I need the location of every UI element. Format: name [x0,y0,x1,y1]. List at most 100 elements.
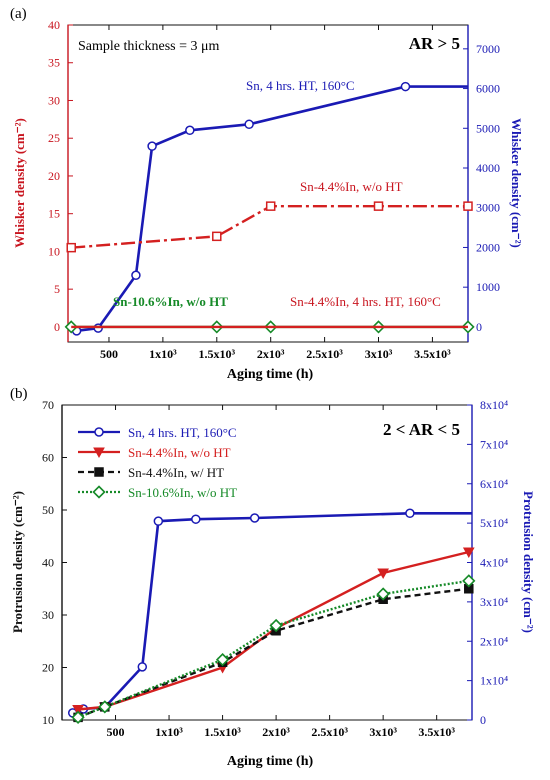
plot-frame [61,404,473,721]
legend-label: Sn-4.4%In, w/ HT [128,465,224,480]
data-point [463,201,473,211]
y-axis-label: Protrusion density (cm⁻²) [10,491,25,633]
data-point [191,514,201,524]
data-point [244,119,254,130]
data-point [405,508,415,519]
x-axis-label: Aging time (h) [227,367,314,382]
x-tick-label: 2x10³ [257,347,285,361]
legend-marker [94,427,104,437]
data-point [153,516,164,526]
data-point [462,574,476,588]
panel-label: (b) [10,386,28,402]
x-tick-label: 2.5x10³ [311,725,348,739]
y2-tick-label: 3000 [476,201,500,215]
x-axis-label: Aging time (h) [227,754,314,769]
y-axis-label: Whisker density (cm⁻²) [12,118,27,248]
data-point [98,700,112,714]
x-tick-label: 500 [100,347,118,361]
legend-marker [92,485,106,499]
annotation-sn44ht: Sn-4.4%In, 4 hrs. HT, 160°C [290,294,441,309]
x-tick-label: 1x10³ [149,347,177,361]
data-point [249,513,260,523]
y2-tick-label: 2x10⁴ [480,634,508,648]
y-tick-label: 20 [42,661,54,675]
panel-label: (a) [10,6,27,22]
legend-label: Sn-4.4%In, w/o HT [128,445,231,460]
y-tick-label: 30 [48,93,60,107]
y-tick-label: 30 [42,608,54,622]
y2-tick-label: 7x10⁴ [480,437,508,451]
data-point [212,231,222,242]
series-line [72,511,472,715]
legend-label: Sn, 4 hrs. HT, 160°C [128,425,237,440]
y-tick-label: 60 [42,451,54,465]
y2-tick-label: 4x10⁴ [480,556,508,570]
data-point [131,270,141,281]
x-tick-label: 3.5x10³ [418,725,455,739]
legend-marker [93,447,105,459]
y2-tick-label: 5000 [476,121,500,135]
annotation-sn106: Sn-10.6%In, w/o HT [113,294,228,309]
x-tick-label: 1.5x10³ [204,725,241,739]
series-line [76,85,468,333]
y-tick-label: 15 [48,207,60,221]
data-point [215,652,230,667]
annotation-sn: Sn, 4 hrs. HT, 160°C [246,78,355,93]
data-point [66,242,76,253]
y-tick-label: 50 [42,503,54,517]
y-tick-label: 0 [54,320,60,334]
data-point [147,141,157,151]
data-point [376,587,390,601]
y2-tick-label: 7000 [476,42,500,56]
annotation-sn44: Sn-4.4%In, w/o HT [300,179,403,194]
x-tick-label: 3x10³ [365,347,393,361]
y2-tick-label: 1x10⁴ [480,674,508,688]
data-point [71,710,85,725]
y-tick-label: 35 [48,56,60,70]
x-tick-label: 2x10³ [262,725,290,739]
series-line [77,587,469,719]
y2-axis-label: Protrusion density (cm⁻²) [521,491,536,633]
x-tick-label: 500 [107,725,125,739]
y-tick-label: 10 [42,713,54,727]
data-point [462,547,475,559]
annotation-thickness: Sample thickness = 3 μm [78,39,219,54]
annotation-ar: 2 < AR < 5 [383,420,460,439]
data-point [377,568,389,580]
y2-tick-label: 6x10⁴ [480,477,508,491]
series-line [71,204,468,249]
y2-tick-label: 5x10⁴ [480,516,508,530]
y2-tick-label: 2000 [476,240,500,254]
y2-tick-label: 4000 [476,161,500,175]
y2-axis-label: Whisker density (cm⁻²) [509,118,524,248]
y2-tick-label: 6000 [476,82,500,96]
y-tick-label: 10 [48,244,60,258]
y-tick-label: 70 [42,398,54,412]
legend-marker [94,467,104,477]
legend-label: Sn-10.6%In, w/o HT [128,485,237,500]
y-tick-label: 5 [54,282,60,296]
y-tick-label: 20 [48,169,60,183]
data-point [185,125,195,136]
x-tick-label: 1x10³ [155,725,183,739]
y2-tick-label: 1000 [476,280,500,294]
x-tick-label: 3.5x10³ [414,347,451,361]
data-point [373,201,384,211]
data-point [265,201,276,211]
y2-tick-label: 8x10⁴ [480,398,508,412]
y2-tick-label: 0 [480,713,486,727]
y-tick-label: 25 [48,131,60,145]
x-tick-label: 1.5x10³ [198,347,235,361]
data-point [137,662,148,672]
y-tick-label: 40 [48,18,60,32]
y2-tick-label: 0 [476,320,482,334]
annotation-ar: AR > 5 [409,34,460,53]
x-tick-label: 3x10³ [369,725,397,739]
y-tick-label: 40 [42,556,54,570]
x-tick-label: 2.5x10³ [306,347,343,361]
y2-tick-label: 3x10⁴ [480,595,508,609]
data-point [72,705,84,716]
data-point [269,618,283,633]
data-point [400,81,411,92]
